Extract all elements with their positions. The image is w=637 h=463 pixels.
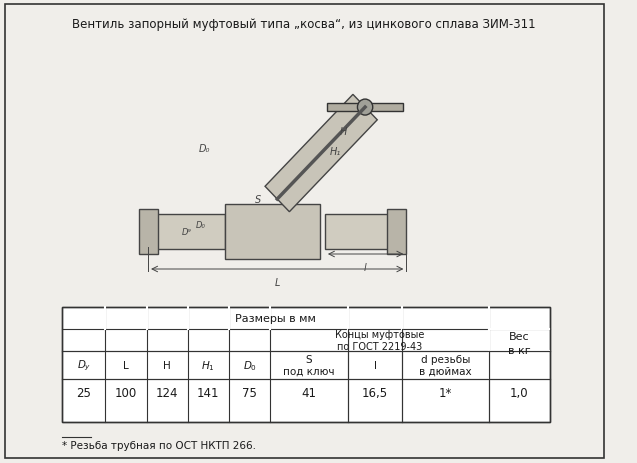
Text: d резьбы
в дюймах: d резьбы в дюймах xyxy=(419,355,472,376)
Text: Размеры в мм: Размеры в мм xyxy=(235,313,316,323)
Circle shape xyxy=(357,100,373,116)
Text: D₀: D₀ xyxy=(199,144,210,154)
Text: D₀: D₀ xyxy=(196,220,206,230)
Bar xyxy=(387,210,406,255)
Bar xyxy=(62,307,550,422)
Polygon shape xyxy=(327,104,403,112)
Text: 41: 41 xyxy=(302,387,317,400)
Text: 25: 25 xyxy=(76,387,91,400)
Bar xyxy=(139,210,158,255)
Text: 16,5: 16,5 xyxy=(362,387,389,400)
Text: l: l xyxy=(364,263,366,272)
Text: $D_y$: $D_y$ xyxy=(76,358,91,372)
Text: H₁: H₁ xyxy=(330,147,341,156)
Text: $H_1$: $H_1$ xyxy=(201,358,215,372)
Text: 1*: 1* xyxy=(439,387,452,400)
Text: Вес
в кг: Вес в кг xyxy=(508,332,531,355)
Text: 100: 100 xyxy=(115,387,137,400)
Text: 1,0: 1,0 xyxy=(510,387,529,400)
Bar xyxy=(148,214,225,250)
Text: Вентиль запорный муфтовый типа „косва“, из цинкового сплава ЗИМ-311: Вентиль запорный муфтовый типа „косва“, … xyxy=(72,18,535,31)
Text: L: L xyxy=(275,277,280,288)
Text: L: L xyxy=(123,360,129,370)
Text: S: S xyxy=(255,194,261,205)
Text: H: H xyxy=(163,360,171,370)
Polygon shape xyxy=(265,95,377,212)
Bar xyxy=(62,307,550,422)
Text: $D_0$: $D_0$ xyxy=(243,358,257,372)
Text: 75: 75 xyxy=(242,387,257,400)
Text: 124: 124 xyxy=(156,387,178,400)
Text: D⁹: D⁹ xyxy=(182,227,191,237)
Text: * Резьба трубная по ОСТ НКТП 266.: * Резьба трубная по ОСТ НКТП 266. xyxy=(62,440,256,450)
Bar xyxy=(225,205,320,259)
Text: S
под ключ: S под ключ xyxy=(283,355,335,376)
Text: H: H xyxy=(340,127,347,137)
Bar xyxy=(325,214,401,250)
Text: 141: 141 xyxy=(197,387,220,400)
Text: Концы муфтовые
по ГОСТ 2219-43: Концы муфтовые по ГОСТ 2219-43 xyxy=(335,329,424,351)
Text: l: l xyxy=(374,360,376,370)
